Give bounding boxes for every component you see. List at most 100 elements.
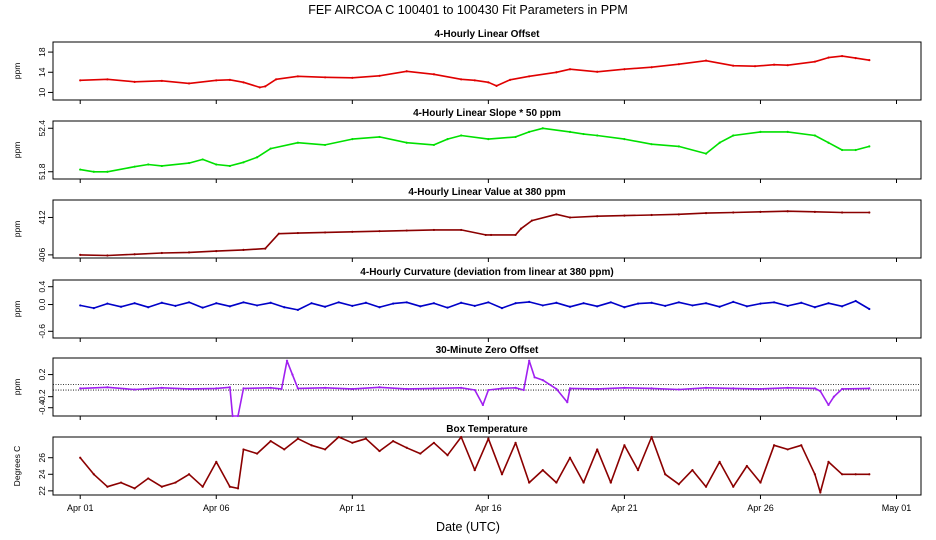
data-point [568, 216, 572, 219]
data-point [174, 481, 177, 484]
data-point [854, 473, 857, 476]
data-point [555, 213, 558, 216]
data-point [528, 75, 531, 78]
data-point [732, 387, 735, 390]
data-point [160, 301, 163, 304]
panel-title: 4-Hourly Linear Offset [434, 29, 540, 40]
data-point [827, 56, 830, 59]
data-point [378, 386, 381, 389]
data-point [487, 437, 490, 440]
data-point [827, 460, 830, 463]
panel-title: Box Temperature [446, 424, 528, 435]
data-point [596, 70, 599, 73]
y-tick-label: 0.4 [37, 281, 47, 293]
data-point [840, 148, 844, 152]
data-point [460, 228, 463, 232]
data-point [745, 464, 748, 468]
data-point [280, 387, 283, 391]
y-axis-label: ppm [12, 301, 22, 318]
data-point [514, 135, 517, 139]
data-point [495, 84, 498, 87]
data-point [473, 304, 476, 307]
data-point [228, 386, 231, 389]
data-point [832, 395, 836, 398]
data-point [827, 403, 830, 407]
data-point [555, 481, 558, 484]
data-point [269, 301, 272, 304]
data-point [677, 388, 680, 391]
data-point [460, 78, 463, 81]
data-point [650, 301, 653, 304]
panel-title: 30-Minute Zero Offset [436, 345, 539, 356]
data-point [291, 373, 294, 376]
data-point [283, 448, 286, 451]
data-point [242, 448, 245, 451]
data-point [351, 441, 354, 444]
y-tick-label: 406 [37, 248, 47, 262]
data-point [324, 386, 327, 389]
data-point [623, 138, 626, 141]
data-point [419, 452, 422, 455]
data-point [324, 305, 327, 308]
data-point [732, 211, 735, 214]
data-point [827, 302, 830, 305]
panel-2: 4-Hourly Linear Slope * 50 ppm 51.8 52.4 pp… [12, 108, 922, 183]
data-point [187, 251, 191, 254]
data-point [133, 253, 136, 256]
data-point [819, 390, 822, 393]
data-point [187, 161, 191, 165]
data-point [623, 68, 626, 71]
data-point [854, 299, 857, 303]
data-point [813, 134, 816, 137]
data-point [596, 448, 599, 451]
data-point [596, 305, 599, 308]
data-point [596, 215, 599, 218]
data-point [800, 444, 803, 447]
data-point [405, 229, 408, 232]
data-point [786, 210, 789, 213]
data-point [636, 469, 640, 472]
data-point [528, 130, 531, 133]
data-point [160, 485, 163, 488]
data-point [264, 247, 267, 250]
data-point [813, 60, 816, 63]
data-point [487, 301, 490, 304]
data-point [704, 302, 708, 305]
data-point [623, 386, 626, 389]
panel-title: 4-Hourly Linear Value at 380 ppm [408, 187, 565, 198]
data-point [481, 403, 485, 407]
data-point [236, 487, 240, 490]
y-tick-label: -0.6 [37, 324, 47, 339]
data-point [92, 473, 95, 476]
data-point [677, 213, 680, 216]
data-point [106, 386, 109, 389]
data-point [691, 304, 694, 307]
data-point [264, 85, 267, 88]
y-tick-label: 18 [37, 47, 47, 57]
data-point [487, 138, 490, 141]
y-tick-label: 0.2 [37, 368, 47, 380]
y-axis-label: ppm [12, 221, 22, 238]
data-point [215, 302, 218, 305]
data-point [432, 228, 436, 232]
data-point [813, 306, 816, 309]
y-tick-label: 0.0 [37, 298, 47, 310]
data-point [460, 301, 463, 304]
data-point [242, 81, 245, 84]
y-tick-label: 22 [37, 486, 47, 496]
data-point [555, 301, 558, 304]
data-point [827, 141, 830, 144]
data-point [704, 152, 708, 155]
y-tick-label: 412 [37, 210, 47, 224]
data-point [772, 63, 776, 66]
series-line [79, 436, 870, 494]
data-point [432, 302, 436, 305]
data-point [296, 231, 299, 235]
data-point [636, 302, 640, 305]
data-point [405, 301, 408, 304]
plot-frame [52, 120, 922, 180]
series-line [80, 359, 870, 417]
x-axis-label: Date (UTC) [436, 520, 500, 534]
x-tick-label: Apr 26 [747, 503, 774, 513]
data-point [351, 230, 354, 233]
